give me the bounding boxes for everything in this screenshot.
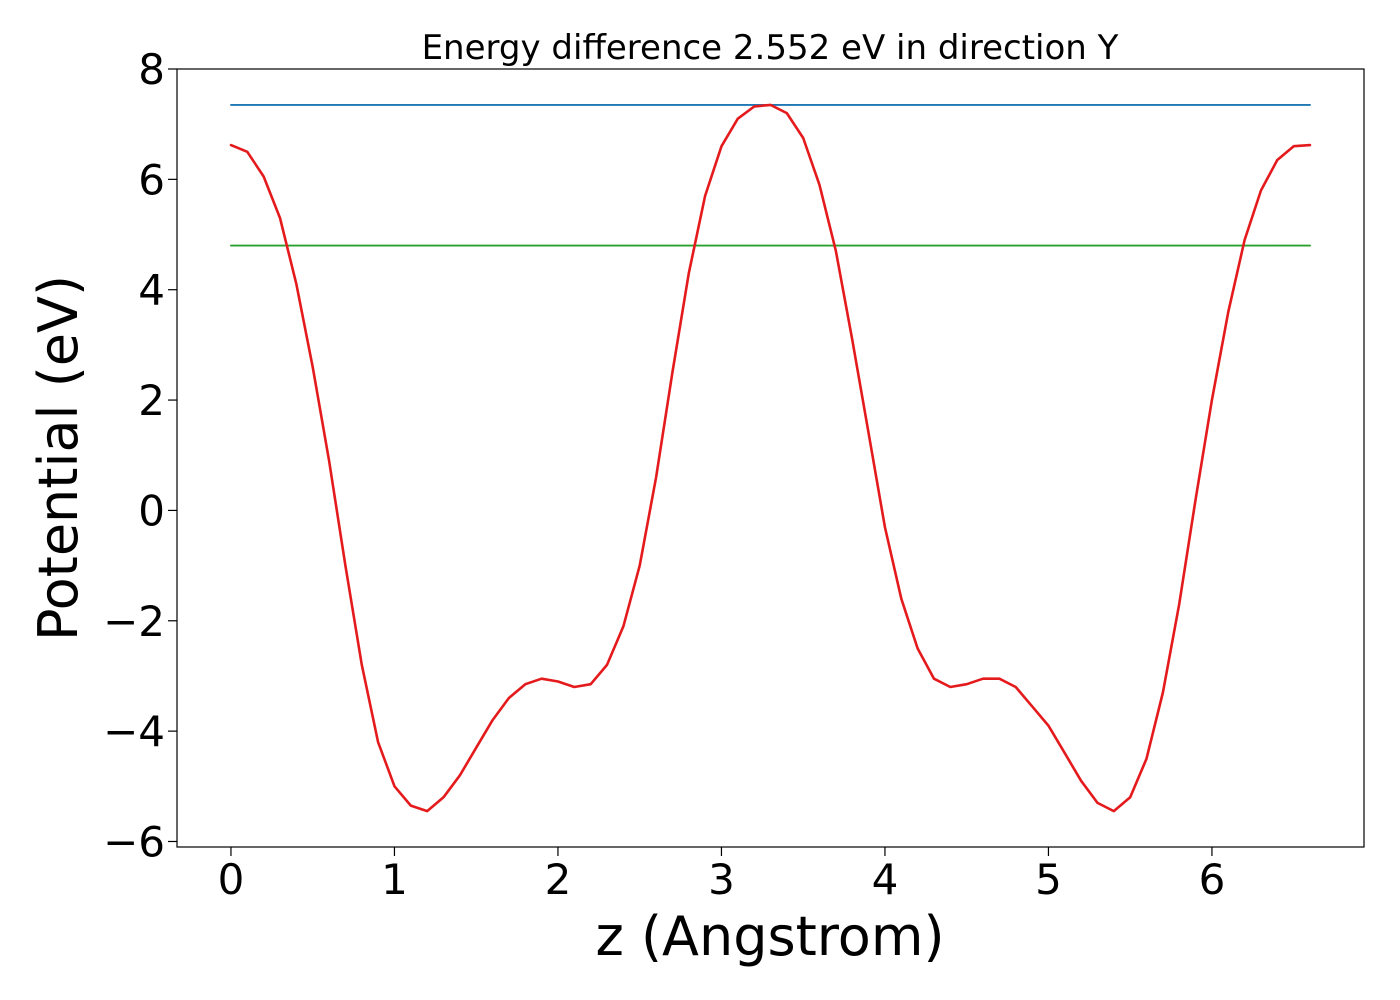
y-axis-ticks: −6 −4 −2 0 2 4 6 8 (103, 45, 177, 866)
series-layer (229, 103, 1312, 813)
x-tick-label: 3 (708, 855, 735, 904)
y-tick-label: 6 (138, 155, 165, 204)
y-tick-label: 4 (138, 266, 165, 315)
plot-area-frame (176, 68, 1365, 848)
y-axis-label: Potential (eV) (27, 275, 90, 641)
y-tick-label: 2 (138, 376, 165, 425)
x-tick-label: 6 (1199, 855, 1226, 904)
chart-title: Energy difference 2.552 eV in direction … (422, 28, 1119, 68)
x-axis-ticks: 0 1 2 3 4 5 6 (218, 847, 1226, 904)
y-tick-label: −4 (103, 707, 165, 756)
x-tick-label: 4 (872, 855, 899, 904)
x-tick-label: 5 (1035, 855, 1062, 904)
y-tick-label: 0 (138, 486, 165, 535)
series-line-2 (229, 103, 1312, 813)
y-tick-label: 8 (138, 45, 165, 94)
x-axis-label: z (Angstrom) (595, 905, 944, 968)
x-tick-label: 0 (218, 855, 245, 904)
y-tick-label: −2 (103, 597, 165, 646)
x-tick-label: 1 (381, 855, 408, 904)
y-tick-label: −6 (103, 817, 165, 866)
x-tick-label: 2 (545, 855, 572, 904)
